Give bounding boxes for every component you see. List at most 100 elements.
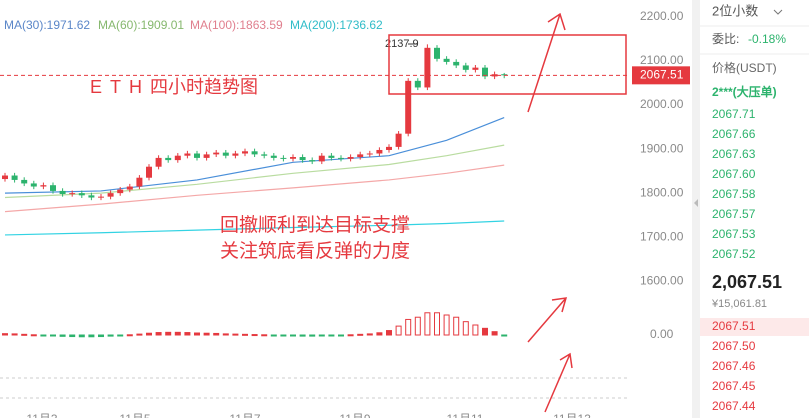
macd-bar: [194, 332, 200, 336]
legend-entry: MA(200):1736.62: [290, 18, 383, 32]
macd-bar: [11, 333, 18, 336]
macd-bar: [395, 325, 402, 336]
price-header: 价格(USDT): [712, 60, 777, 75]
y-tick-label: 1700.00: [640, 229, 684, 243]
macd-bar: [50, 334, 56, 337]
macd-bar: [251, 334, 258, 337]
candle-body: [434, 47, 440, 59]
macd-bar: [107, 334, 114, 337]
candle-body: [232, 153, 239, 156]
macd-bar: [136, 333, 143, 336]
bid-price: 2067.66: [712, 127, 756, 141]
candle-body: [213, 152, 220, 155]
ask-price: 2067.44: [712, 399, 756, 413]
candle-body: [98, 196, 104, 198]
scroll-arrow[interactable]: [694, 199, 698, 207]
macd-bar: [117, 334, 124, 337]
ma-line: [4, 220, 505, 236]
macd-bar: [376, 332, 383, 336]
macd-bar: [299, 334, 306, 337]
macd-bar: [30, 334, 37, 337]
macd-bar: [232, 333, 239, 336]
candle-body: [69, 193, 76, 195]
candle-body: [424, 47, 431, 88]
macd-bar: [290, 334, 296, 337]
ask-price: 2067.46: [712, 359, 756, 373]
macd-bar: [40, 334, 47, 337]
macd-bar: [482, 327, 488, 336]
ma-line: [4, 144, 505, 199]
bid-price: 2067.63: [712, 147, 756, 161]
macd-bar: [88, 334, 95, 338]
candle-body: [357, 154, 364, 158]
candle-body: [386, 146, 392, 150]
scrollbar[interactable]: [692, 0, 700, 418]
order-book: 2067.71 2067.66 2067.63 2067.60 2067.58 2067.…: [712, 107, 756, 413]
legend-entry: MA(60):1909.01: [98, 18, 184, 32]
candle-body: [136, 177, 143, 187]
macd-bar: [69, 334, 76, 338]
precision-select[interactable]: 2位小数: [712, 3, 758, 18]
candle-body: [405, 80, 412, 134]
candle-body: [482, 67, 488, 77]
candle-body: [11, 175, 18, 180]
y-tick-label: 2200.00: [640, 9, 684, 23]
macd-bar: [328, 334, 335, 337]
macd-bar: [174, 331, 181, 336]
macd-bar: [424, 312, 431, 336]
annotation: 关注筑底看反弹的力度: [220, 240, 410, 262]
price-tag-label: 2067.51: [640, 68, 684, 82]
title-latin: ETH: [90, 77, 150, 97]
candle-body: [318, 155, 325, 162]
macd-bar: [213, 332, 220, 336]
candle-body: [184, 153, 191, 156]
candle-body: [290, 157, 296, 159]
macd-bar: [366, 333, 373, 336]
x-tick-label: 11月9: [339, 412, 370, 418]
macd-bar: [414, 316, 421, 336]
candle-body: [338, 157, 344, 159]
candle-body: [59, 190, 66, 195]
ma-line: [4, 117, 505, 194]
y-tick-label: 2000.00: [640, 97, 684, 111]
candle-body: [280, 157, 287, 159]
candle-body: [40, 185, 47, 187]
candle-body: [261, 154, 268, 156]
candle-body: [462, 65, 469, 70]
candle-body: [50, 185, 56, 191]
macd-bar: [280, 334, 287, 337]
ratio-value: -0.18%: [748, 32, 786, 46]
candle-body: [347, 157, 354, 159]
bid-price: 2067.58: [712, 187, 756, 201]
candle-body: [242, 151, 248, 154]
macd-bar: [472, 324, 479, 336]
macd-bar: [203, 332, 210, 336]
mid-cny: ¥15,061.81: [711, 298, 767, 310]
caret[interactable]: [773, 9, 783, 15]
candle-body: [30, 183, 37, 187]
macd-tick-label: 0.00: [650, 327, 674, 341]
candle-body: [443, 58, 450, 62]
candle-body: [414, 80, 421, 88]
ask-highlight: [700, 318, 809, 336]
macd-bar: [78, 334, 85, 338]
candle-body: [270, 155, 277, 158]
macd-bar: [405, 318, 412, 336]
x-tick-label: 11月13: [553, 412, 591, 418]
candle-body: [194, 153, 200, 158]
macd-bar: [98, 334, 104, 338]
macd-bar: [338, 334, 344, 337]
candle-body: [146, 166, 152, 178]
macd-bar: [270, 334, 277, 337]
candle-body: [155, 157, 162, 167]
candle-body: [491, 74, 498, 77]
arrow: [527, 297, 568, 343]
x-tick-label: 11月3: [26, 412, 57, 418]
macd-bar: [309, 334, 316, 337]
ask-price: 2067.45: [712, 379, 756, 393]
candle-body: [299, 157, 306, 161]
candle-body: [472, 67, 479, 70]
candle-body: [88, 195, 95, 198]
macd-bar: [386, 330, 392, 336]
